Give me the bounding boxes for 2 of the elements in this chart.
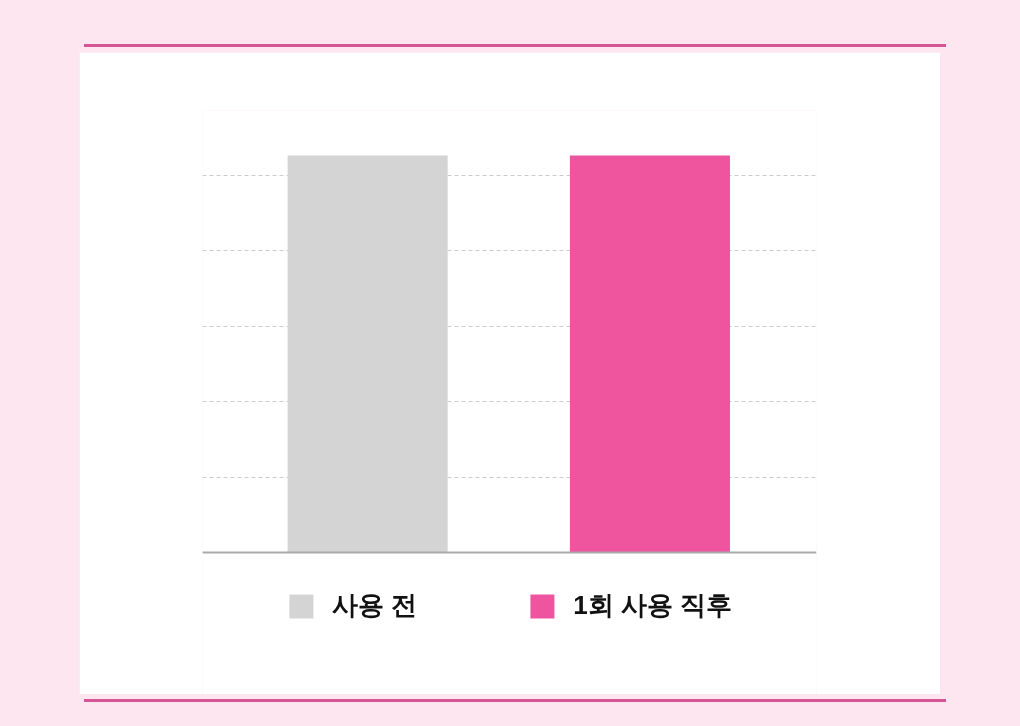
legend-label: 1회 사용 직후 [573, 589, 733, 622]
legend-label: 사용 전 [331, 589, 418, 622]
